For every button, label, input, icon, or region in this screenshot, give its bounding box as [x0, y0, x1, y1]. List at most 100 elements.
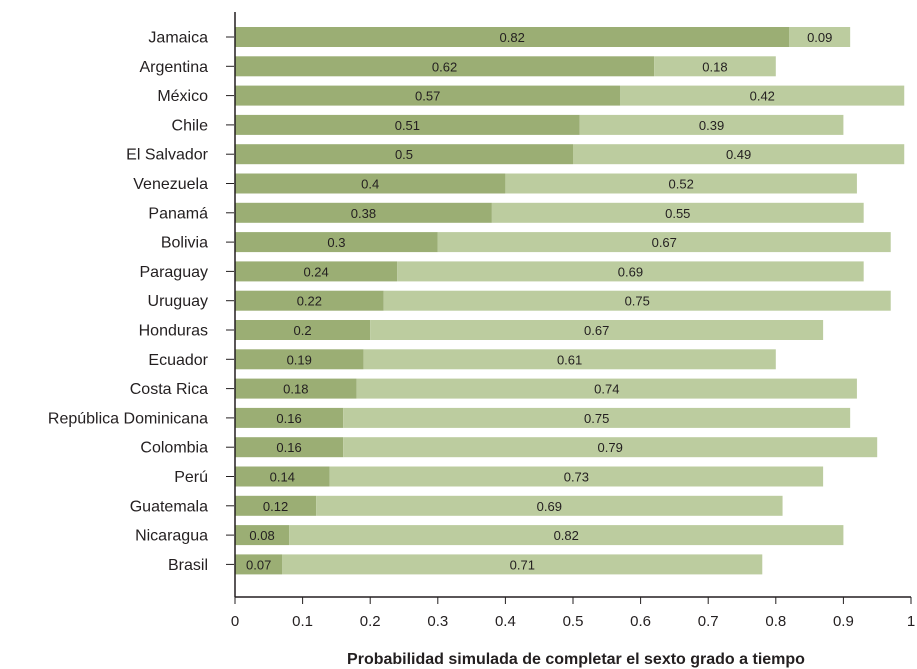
bar-segment-1-chile — [235, 114, 580, 135]
bar-segment-2-panama — [491, 202, 864, 223]
x-tick-label-0-7: 0.7 — [698, 613, 719, 630]
data-label-1-paraguay: 0.24 — [303, 264, 328, 279]
data-label-2-bolivia: 0.67 — [652, 235, 677, 250]
bar-segment-2-mexico — [620, 85, 905, 106]
bar-segment-1-peru — [235, 466, 330, 487]
data-label-1-peru: 0.14 — [270, 470, 295, 485]
bar-segment-2-brasil — [282, 554, 763, 575]
data-label-1-bolivia: 0.3 — [327, 235, 345, 250]
data-label-2-guatemala: 0.69 — [537, 499, 562, 514]
data-label-2-paraguay: 0.69 — [618, 264, 643, 279]
data-label-2-panama: 0.55 — [665, 206, 690, 221]
category-label-brasil: Brasil — [168, 557, 208, 574]
bar-segment-2-honduras — [370, 320, 824, 340]
data-label-1-brasil: 0.07 — [246, 557, 271, 572]
bar-segment-2-jamaica — [789, 27, 851, 47]
data-label-2-nicaragua: 0.82 — [554, 528, 579, 543]
data-label-2-jamaica: 0.09 — [807, 30, 832, 45]
bar-segment-1-el-salvador — [235, 144, 573, 165]
bar-segment-1-nicaragua — [235, 525, 290, 546]
category-label-peru: Perú — [174, 469, 208, 486]
x-tick-label-0-4: 0.4 — [495, 613, 516, 630]
x-tick-label-1: 1 — [907, 613, 915, 630]
data-label-2-honduras: 0.67 — [584, 323, 609, 338]
category-label-bolivia: Bolivia — [161, 235, 208, 252]
category-label-uruguay: Uruguay — [148, 293, 208, 310]
data-label-2-chile: 0.39 — [699, 118, 724, 133]
x-tick-label-0-8: 0.8 — [765, 613, 786, 630]
data-label-1-chile: 0.51 — [395, 118, 420, 133]
bar-segment-1-uruguay — [235, 290, 384, 311]
data-label-2-uruguay: 0.75 — [625, 294, 650, 309]
data-label-2-venezuela: 0.52 — [669, 177, 694, 192]
category-label-el-salvador: El Salvador — [126, 147, 208, 164]
data-label-1-panama: 0.38 — [351, 206, 376, 221]
bar-segment-2-paraguay — [397, 261, 864, 282]
data-label-2-republica-dominicana: 0.75 — [584, 411, 609, 426]
data-label-1-venezuela: 0.4 — [361, 177, 379, 192]
category-label-colombia: Colombia — [140, 440, 208, 457]
data-label-2-peru: 0.73 — [564, 470, 589, 485]
category-label-ecuador: Ecuador — [148, 352, 208, 369]
category-label-paraguay: Paraguay — [140, 264, 209, 281]
data-label-1-el-salvador: 0.5 — [395, 147, 413, 162]
bar-segment-1-mexico — [235, 85, 621, 106]
data-label-2-colombia: 0.79 — [598, 440, 623, 455]
bar-segment-2-costa-rica — [356, 378, 857, 399]
axes-layer: Jamaica Argentina México Chile El Salvador Ve… — [48, 12, 915, 630]
bar-segment-1-paraguay — [235, 261, 398, 282]
bar-segment-1-colombia — [235, 437, 344, 458]
category-label-guatemala: Guatemala — [130, 498, 208, 515]
bar-segment-1-panama — [235, 202, 492, 223]
bar-segment-1-honduras — [235, 320, 371, 340]
bar-segment-2-colombia — [343, 437, 878, 458]
data-label-1-argentina: 0.62 — [432, 59, 457, 74]
category-label-jamaica: Jamaica — [148, 30, 208, 47]
x-tick-label-0-1: 0.1 — [292, 613, 313, 630]
x-tick-label-0-2: 0.2 — [360, 613, 381, 630]
bar-segment-1-costa-rica — [235, 378, 357, 399]
x-tick-label-0-5: 0.5 — [563, 613, 584, 630]
category-label-chile: Chile — [172, 117, 209, 134]
data-label-1-guatemala: 0.12 — [263, 499, 288, 514]
bar-segment-2-bolivia — [437, 232, 891, 253]
bars-layer: 0.82 0.09 0.62 0.18 0.57 0.42 0.51 0.39 0.5 0.49 0… — [235, 27, 905, 575]
bar-segment-2-venezuela — [505, 173, 857, 194]
data-label-2-ecuador: 0.61 — [557, 352, 582, 367]
category-label-costa-rica: Costa Rica — [130, 381, 208, 398]
bar-segment-2-chile — [579, 114, 844, 135]
data-label-1-costa-rica: 0.18 — [283, 382, 308, 397]
x-axis-title: Probabilidad simulada de completar el se… — [347, 651, 805, 668]
x-tick-label-0-3: 0.3 — [427, 613, 448, 630]
category-label-panama: Panamá — [148, 205, 208, 222]
category-label-honduras: Honduras — [139, 323, 208, 340]
bar-segment-1-bolivia — [235, 232, 438, 253]
data-label-1-uruguay: 0.22 — [297, 294, 322, 309]
x-tick-label-0-6: 0.6 — [630, 613, 651, 630]
bar-segment-1-brasil — [235, 554, 283, 575]
data-label-1-mexico: 0.57 — [415, 89, 440, 104]
data-label-2-brasil: 0.71 — [510, 557, 535, 572]
bar-segment-2-republica-dominicana — [343, 407, 851, 428]
x-tick-label-0-9: 0.9 — [833, 613, 854, 630]
bar-segment-1-guatemala — [235, 495, 317, 516]
bar-segment-2-ecuador — [363, 349, 776, 370]
data-label-1-jamaica: 0.82 — [500, 30, 525, 45]
x-tick-label-0: 0 — [231, 613, 239, 630]
bar-segment-1-republica-dominicana — [235, 407, 344, 428]
data-label-1-colombia: 0.16 — [276, 440, 301, 455]
data-label-2-costa-rica: 0.74 — [594, 382, 619, 397]
data-label-1-honduras: 0.2 — [294, 323, 312, 338]
bar-segment-1-argentina — [235, 56, 655, 77]
category-label-nicaragua: Nicaragua — [135, 528, 208, 545]
data-label-2-argentina: 0.18 — [702, 59, 727, 74]
bar-segment-2-guatemala — [316, 495, 783, 516]
category-label-mexico: México — [157, 88, 208, 105]
bar-segment-2-peru — [329, 466, 824, 487]
category-label-venezuela: Venezuela — [133, 176, 208, 193]
data-label-1-ecuador: 0.19 — [287, 352, 312, 367]
data-label-1-republica-dominicana: 0.16 — [276, 411, 301, 426]
data-label-1-nicaragua: 0.08 — [249, 528, 274, 543]
category-label-argentina: Argentina — [140, 59, 209, 76]
